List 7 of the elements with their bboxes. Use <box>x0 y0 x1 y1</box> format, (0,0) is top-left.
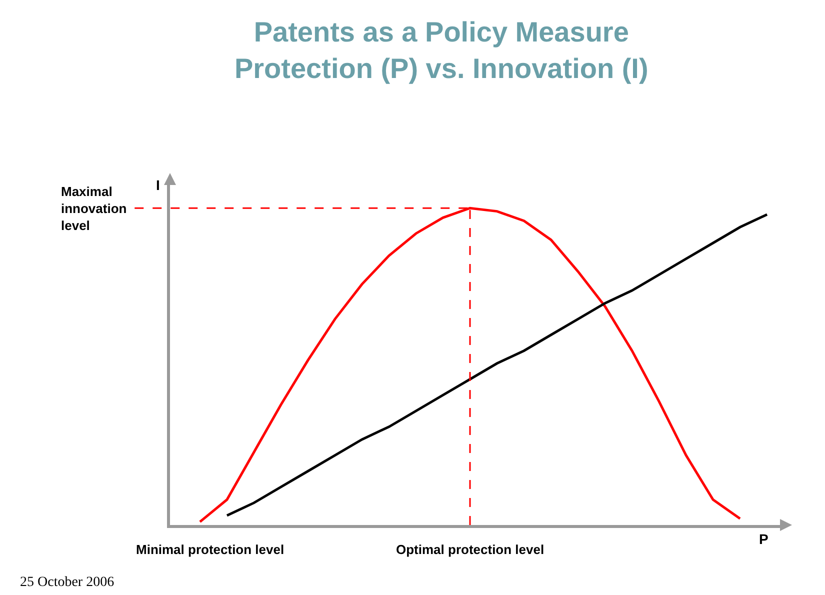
text: Minimal protection level <box>136 542 284 557</box>
y-axis-title: I <box>156 177 160 193</box>
x-axis-title: P <box>759 531 768 547</box>
chart-title: Patents as a Policy Measure Protection (P) vs. Innovation (I) <box>234 16 648 84</box>
text: 25 October 2006 <box>20 575 114 590</box>
text: Optimal protection level <box>396 542 544 557</box>
ref-line-label: Maximal innovation level <box>61 184 127 233</box>
